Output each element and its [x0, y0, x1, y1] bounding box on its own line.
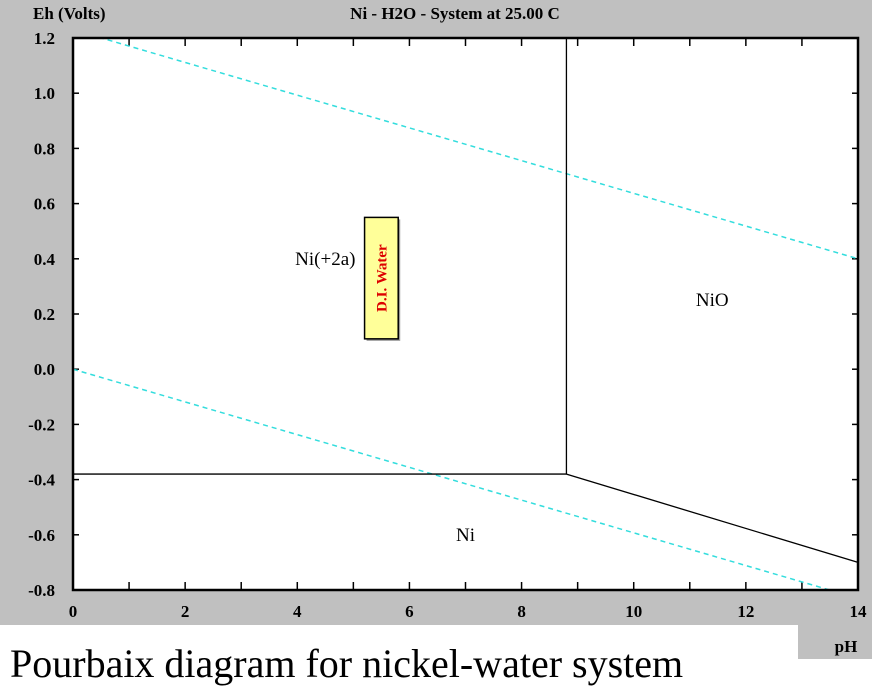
- x-tick-label: 14: [850, 602, 868, 621]
- phase-boundary-line: [566, 473, 859, 564]
- x-axis-label: pH: [835, 637, 858, 656]
- region-label: Ni(+2a): [295, 249, 355, 270]
- x-tick-label: 0: [69, 602, 78, 621]
- plot-area: [73, 38, 858, 590]
- y-tick-label: 1.0: [34, 84, 55, 103]
- y-tick-label: 0.2: [34, 305, 55, 324]
- water-stability-line: [73, 368, 833, 590]
- x-tick-label: 6: [405, 602, 414, 621]
- xlabel-box: [798, 625, 872, 659]
- y-tick-label: -0.6: [28, 526, 55, 545]
- di-water-box: [363, 216, 399, 340]
- y-tick-label: -0.4: [28, 471, 55, 490]
- figure-caption: Pourbaix diagram for nickel-water system: [10, 641, 684, 686]
- x-tick-label: 10: [625, 602, 642, 621]
- x-tick-label: 12: [737, 602, 754, 621]
- x-tick-label: 8: [517, 602, 526, 621]
- x-tick-label: 2: [181, 602, 190, 621]
- x-tick-label: 4: [293, 602, 302, 621]
- plot-frame: [71, 36, 860, 592]
- y-tick-label: 0.6: [34, 195, 55, 214]
- region-label: Ni: [456, 525, 475, 546]
- di-water-label: D.I. Water: [374, 244, 390, 312]
- y-tick-label: 0.0: [34, 360, 55, 379]
- chart-title: Ni - H2O - System at 25.00 C: [350, 4, 560, 23]
- water-stability-line: [98, 38, 858, 260]
- y-tick-label: -0.8: [28, 581, 55, 600]
- region-label: NiO: [696, 290, 729, 311]
- y-tick-label: 0.4: [34, 250, 56, 269]
- y-tick-label: 0.8: [34, 139, 55, 158]
- y-axis-label: Eh (Volts): [33, 4, 106, 23]
- y-tick-label: 1.2: [34, 29, 55, 48]
- y-tick-label: -0.2: [28, 415, 55, 434]
